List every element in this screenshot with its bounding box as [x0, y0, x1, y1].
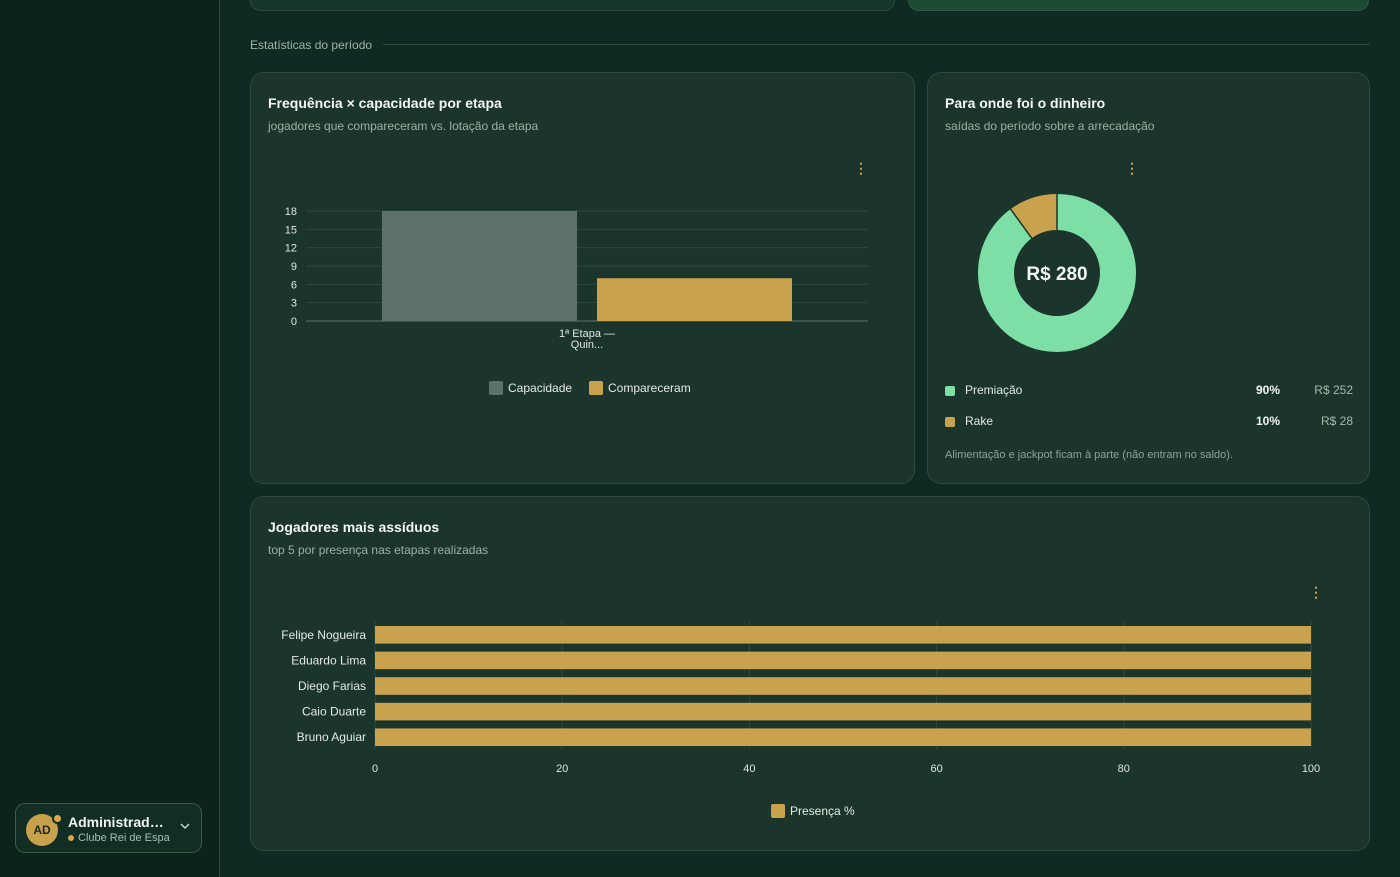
- card-title: Jogadores mais assíduos: [268, 519, 440, 535]
- y-tick-label: 15: [285, 224, 297, 236]
- chevron-down-icon[interactable]: [180, 820, 190, 834]
- card-subtitle: jogadores que compareceram vs. lotação d…: [268, 119, 539, 133]
- money-note: Alimentação e jackpot ficam à parte (não…: [945, 449, 1233, 461]
- rake-swatch: [945, 417, 955, 427]
- player-bar: [375, 651, 1311, 670]
- x-tick-label: 60: [930, 763, 942, 775]
- user-club: Clube Rei de Espadas: [68, 832, 170, 844]
- player-bar: [375, 728, 1311, 746]
- player-name-label: Bruno Aguiar: [297, 730, 366, 744]
- y-tick-label: 0: [291, 316, 297, 328]
- rake-pct: 10%: [1255, 414, 1280, 428]
- donut-center-label: R$ 280: [1026, 264, 1087, 285]
- legend-label-compareceram: Compareceram: [608, 381, 691, 395]
- premiacao-swatch: [945, 386, 955, 396]
- premiacao-label: Premiação: [965, 383, 1023, 397]
- club-name: Clube Rei de Espadas: [78, 832, 170, 844]
- legend-swatch-presenca: [771, 804, 785, 818]
- user-name: Administrador do Clube: [68, 814, 172, 830]
- donut-chart: R$ 280: [978, 194, 1136, 352]
- bar-capacidade: [382, 211, 577, 321]
- premiacao-pct: 90%: [1255, 383, 1280, 397]
- online-status-dot: [52, 813, 63, 824]
- x-tick-label: 20: [556, 763, 568, 775]
- x-tick-label: 40: [743, 763, 755, 775]
- bar-compareceram: [597, 278, 792, 321]
- y-tick-label: 9: [291, 261, 297, 273]
- x-tick-label: 100: [1302, 763, 1320, 775]
- chart-menu-icon[interactable]: ⋮: [1309, 584, 1323, 600]
- rake-label: Rake: [965, 414, 994, 428]
- player-name-label: Diego Farias: [298, 679, 366, 693]
- balance-card-partial: [908, 0, 1369, 11]
- legend-label-capacidade: Capacidade: [508, 381, 572, 395]
- section-divider: [383, 44, 1370, 45]
- card-title: Para onde foi o dinheiro: [945, 95, 1106, 111]
- y-tick-label: 12: [285, 243, 297, 255]
- section-title: Estatísticas do período: [250, 38, 373, 52]
- user-menu[interactable]: AD Administrador do Clube Clube Rei de E…: [15, 803, 202, 853]
- chart-menu-icon[interactable]: ⋮: [1125, 160, 1139, 176]
- y-tick-label: 6: [291, 279, 297, 291]
- player-bar: [375, 702, 1311, 721]
- legend-label-presenca: Presença %: [790, 804, 855, 818]
- players-chart: 0 20 40 60 80 100 Felipe Nogueira Eduardo Lima D…: [281, 621, 1320, 818]
- attendance-chart: 0 3 6 9 12 15 18 1ª Etapa — Quin... Capacidade Com…: [285, 206, 868, 395]
- player-name-label: Eduardo Lima: [291, 653, 366, 667]
- player-bar: [375, 626, 1311, 644]
- chart-menu-icon[interactable]: ⋮: [854, 160, 868, 176]
- player-name-label: Caio Duarte: [302, 705, 366, 719]
- card-title: Frequência × capacidade por etapa: [268, 95, 502, 111]
- player-name-label: Felipe Nogueira: [281, 628, 366, 642]
- club-status-dot: [68, 835, 74, 842]
- attendance-card: Frequência × capacidade por etapa jogado…: [250, 72, 915, 484]
- legend-swatch-capacidade: [489, 381, 503, 395]
- x-tick-label: 1ª Etapa — Quin...: [559, 328, 615, 351]
- player-bar: [375, 677, 1311, 695]
- slice-separator: [1009, 208, 1033, 239]
- y-tick-label: 18: [285, 206, 297, 218]
- summary-card-partial: [250, 0, 895, 11]
- players-card: Jogadores mais assíduos top 5 por presen…: [250, 496, 1370, 851]
- sidebar: AD Administrador do Clube Clube Rei de E…: [0, 0, 220, 877]
- legend-swatch-compareceram: [589, 381, 603, 395]
- card-subtitle: saídas do período sobre a arrecadação: [945, 119, 1155, 133]
- y-tick-label: 3: [291, 298, 297, 310]
- x-tick-label: 0: [372, 763, 378, 775]
- x-tick-label: 80: [1118, 763, 1130, 775]
- rake-amount: R$ 28: [1320, 414, 1353, 428]
- card-subtitle: top 5 por presença nas etapas realizadas: [268, 543, 489, 557]
- premiacao-amount: R$ 252: [1314, 383, 1353, 397]
- money-card: Para onde foi o dinheiro saídas do perío…: [927, 72, 1370, 484]
